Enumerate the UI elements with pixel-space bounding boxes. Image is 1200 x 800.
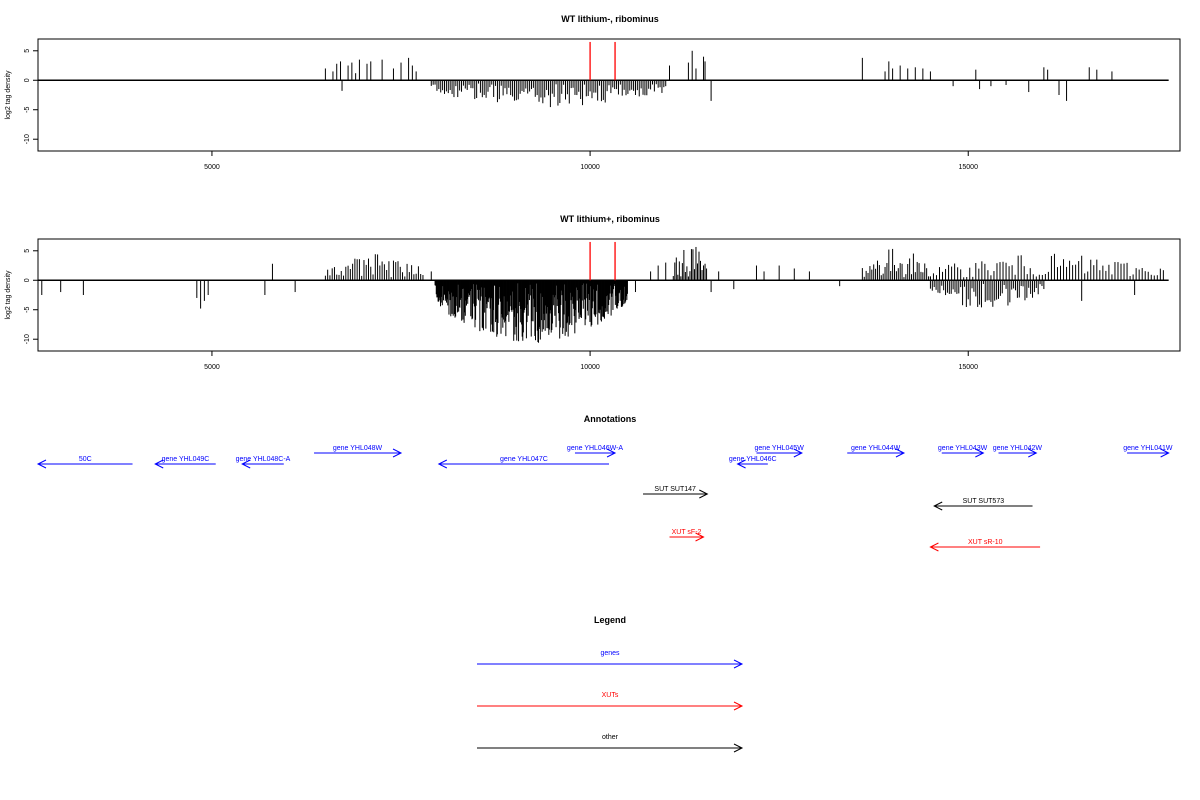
feature-arrowhead bbox=[736, 459, 746, 469]
feature-label: XUT sR-10 bbox=[968, 539, 1003, 546]
panel-lithium-minus: WT lithium-, ribominus log2 tag density … bbox=[5, 14, 1181, 171]
annotation-features: 50C gene YHL049C gene YHL048C-A gene YHL048… bbox=[36, 445, 1173, 552]
feature-arrowhead bbox=[241, 459, 251, 469]
y-tick-label: -5 bbox=[24, 107, 31, 113]
feature-label: gene YHL043W bbox=[938, 445, 988, 452]
legend-arrowhead bbox=[733, 743, 744, 753]
feature-label: gene YHL048C-A bbox=[236, 456, 291, 463]
x-tick-label: 5000 bbox=[204, 164, 220, 171]
x-tick-label: 5000 bbox=[204, 364, 220, 371]
ticks-layer: 5000 10000 15000 5 0 -5 -10 bbox=[24, 249, 978, 371]
y-axis-label: log2 tag density bbox=[5, 70, 12, 120]
y-axis-label: log2 tag density bbox=[5, 270, 12, 320]
x-tick-label: 10000 bbox=[580, 164, 600, 171]
legend-items: genes XUTs other bbox=[477, 650, 744, 753]
y-tick-label: -10 bbox=[24, 334, 31, 344]
feature-arrowhead bbox=[154, 459, 164, 469]
plot-frame bbox=[37, 38, 1181, 152]
legend-title: Legend bbox=[594, 615, 626, 625]
x-tick-label: 15000 bbox=[959, 364, 979, 371]
feature-label: gene YHL046C bbox=[729, 456, 777, 463]
feature-label: gene YHL042W bbox=[993, 445, 1043, 452]
feature-arrowhead bbox=[437, 459, 448, 469]
feature-arrowhead bbox=[895, 448, 906, 458]
feature-arrowhead bbox=[392, 448, 403, 458]
feature-label: SUT SUT147 bbox=[654, 486, 696, 493]
legend-label: genes bbox=[600, 650, 620, 657]
feature-arrowhead bbox=[606, 448, 617, 458]
feature-label: gene YHL046W-A bbox=[567, 445, 623, 452]
feature-label: gene YHL044W bbox=[851, 445, 901, 452]
legend-arrowhead bbox=[733, 659, 744, 669]
annotations-title: Annotations bbox=[584, 414, 637, 424]
feature-arrowhead bbox=[793, 448, 803, 458]
y-tick-label: 5 bbox=[24, 249, 31, 253]
feature-label: gene YHL041W bbox=[1123, 445, 1173, 452]
feature-label: gene YHL049C bbox=[162, 456, 210, 463]
legend-arrowhead bbox=[733, 701, 744, 711]
feature-arrowhead bbox=[933, 501, 943, 511]
feature-arrowhead bbox=[699, 489, 709, 499]
panel-title: WT lithium+, ribominus bbox=[560, 214, 660, 224]
ticks-layer: 5000 10000 15000 5 0 -5 -10 bbox=[24, 49, 978, 171]
panel-title: WT lithium-, ribominus bbox=[561, 14, 659, 24]
feature-label: SUT SUT573 bbox=[963, 498, 1005, 505]
y-tick-label: 0 bbox=[24, 278, 31, 282]
feature-arrowhead bbox=[1028, 448, 1038, 458]
feature-label: gene YHL048W bbox=[333, 445, 383, 452]
feature-label: gene YHL045W bbox=[755, 445, 805, 452]
feature-label: 50C bbox=[79, 456, 92, 463]
annotations-track: Annotations 50C gene YHL049C gene YHL048C-… bbox=[36, 414, 1173, 552]
bars-layer bbox=[37, 41, 1169, 108]
legend-label: XUTs bbox=[602, 692, 619, 699]
legend-label: other bbox=[602, 734, 619, 741]
y-tick-label: -10 bbox=[24, 134, 31, 144]
feature-arrowhead bbox=[975, 448, 985, 458]
y-tick-label: 0 bbox=[24, 78, 31, 82]
feature-arrowhead bbox=[1160, 448, 1170, 458]
y-tick-label: -5 bbox=[24, 307, 31, 313]
panel-lithium-plus: WT lithium+, ribominus log2 tag density … bbox=[5, 214, 1181, 371]
x-tick-label: 10000 bbox=[580, 364, 600, 371]
y-tick-label: 5 bbox=[24, 49, 31, 53]
feature-label: XUT sF-2 bbox=[672, 529, 702, 536]
legend: Legend genes XUTs other bbox=[477, 615, 744, 753]
x-tick-label: 15000 bbox=[959, 164, 979, 171]
feature-label: gene YHL047C bbox=[500, 456, 548, 463]
feature-arrowhead bbox=[695, 532, 705, 542]
feature-arrowhead bbox=[36, 459, 47, 469]
feature-arrowhead bbox=[929, 542, 939, 552]
bars-layer bbox=[37, 241, 1169, 343]
